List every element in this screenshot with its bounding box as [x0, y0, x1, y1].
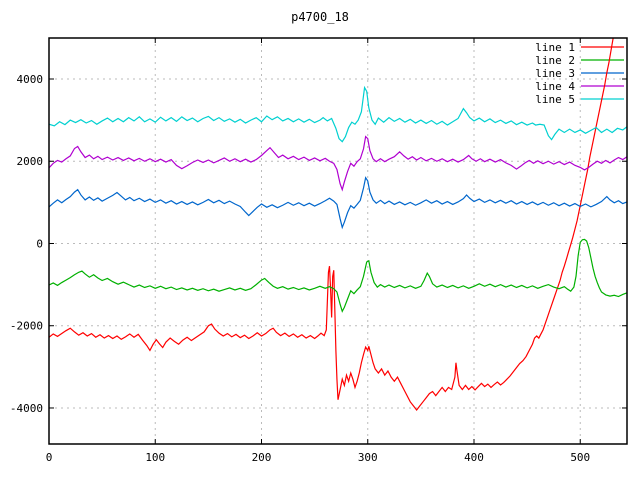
x-tick-label: 500: [570, 451, 590, 464]
plot-border: [48, 37, 628, 445]
legend-label: line 5: [535, 93, 575, 106]
series-line-2: [49, 238, 627, 313]
x-tick-label: 300: [358, 451, 378, 464]
series-line-3: [49, 176, 627, 230]
y-tick-label: 2000: [17, 155, 44, 168]
x-tick-label: 400: [464, 451, 484, 464]
y-tick-label: -2000: [10, 320, 43, 333]
y-tick-label: -4000: [10, 402, 43, 415]
x-tick-label: 200: [252, 451, 272, 464]
legend-label: line 1: [535, 41, 575, 54]
series-line-4: [49, 135, 627, 192]
legend-label: line 4: [535, 80, 575, 93]
y-tick-label: 0: [36, 237, 43, 250]
legend-label: line 2: [535, 54, 575, 67]
x-tick-label: 100: [145, 451, 165, 464]
chart-title: p4700_18: [291, 10, 349, 24]
series-line-5: [49, 85, 627, 143]
series-line-1: [49, 38, 614, 412]
legend-label: line 3: [535, 67, 575, 80]
y-tick-label: 4000: [17, 73, 44, 86]
x-tick-label: 0: [46, 451, 53, 464]
